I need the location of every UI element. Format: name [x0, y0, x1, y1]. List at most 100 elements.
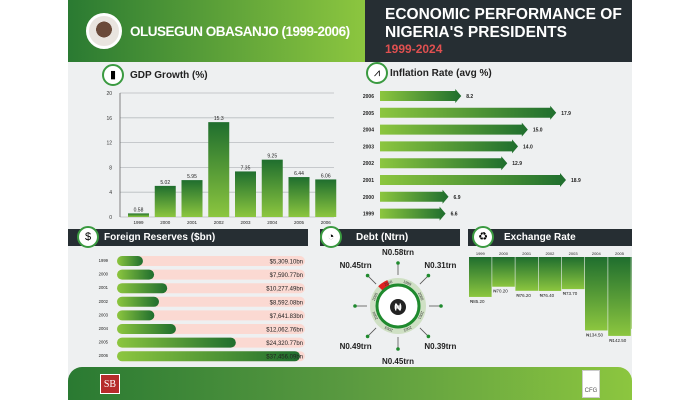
debt-value-label: N0.31trn	[424, 261, 456, 270]
exchange-data-label: ₦76.40	[540, 293, 555, 298]
reserves-bar	[117, 310, 155, 321]
debt-value-label: N0.45trn	[340, 261, 372, 270]
reserves-header: Foreign Reserves ($bn)	[68, 229, 308, 246]
gdp-xtick-label: 2006	[321, 220, 332, 225]
debt-dot	[426, 334, 431, 339]
reserves-data-label: $10,277.49bn	[266, 287, 303, 293]
exchange-header: Exchange Rate	[468, 229, 632, 246]
debt-spoke	[419, 275, 429, 285]
debt-dot	[439, 304, 443, 308]
inflation-data-label: 18.9	[571, 178, 581, 184]
gdp-bar	[128, 213, 149, 217]
reserves-year-label: 2006	[99, 353, 109, 358]
gdp-data-label: 5.95	[187, 174, 197, 180]
page-title: ECONOMIC PERFORMANCE OF NIGERIA'S PRESIDE…	[385, 6, 622, 41]
inflation-year-label: 2002	[363, 161, 374, 167]
exchange-data-label: ₦85.20	[470, 299, 485, 304]
reserves-bar	[117, 296, 159, 307]
debt-ring-year: 1999	[403, 280, 412, 287]
cfg-logo: CFG	[582, 370, 600, 398]
inflation-year-label: 2004	[363, 128, 374, 134]
reserves-data-label: $24,320.77bn	[266, 341, 303, 347]
exchange-bar	[492, 257, 515, 287]
exchange-data-label: ₦70.20	[493, 289, 508, 294]
gdp-xtick-label: 1999	[133, 220, 144, 225]
gdp-ytick-label: 4	[109, 190, 112, 196]
gdp-ytick-label: 16	[106, 116, 112, 122]
gdp-xtick-label: 2000	[160, 220, 171, 225]
gdp-ytick-label: 8	[109, 165, 112, 171]
inflation-bar	[380, 105, 557, 120]
inflation-data-label: 8.2	[466, 94, 473, 100]
avatar	[86, 13, 122, 49]
gdp-xtick-label: 2001	[187, 220, 198, 225]
reserves-data-label: $12,062.76bn	[266, 328, 303, 334]
gdp-bar	[235, 171, 256, 217]
exchange-data-label: ₦76.20	[516, 293, 531, 298]
debt-value-label: N0.58trn	[382, 248, 414, 257]
reserves-data-label: $8,592.08bn	[270, 300, 303, 306]
debt-dot	[365, 273, 370, 278]
inflation-bar	[380, 156, 508, 171]
inflation-year-label: 2005	[363, 111, 374, 117]
gdp-bar	[261, 159, 283, 217]
exchange-icon: ♻	[472, 226, 494, 248]
reserves-bar	[117, 351, 300, 362]
reserves-bar	[117, 283, 168, 294]
reserves-bar	[117, 256, 143, 266]
gdp-data-label: 7.35	[241, 165, 251, 171]
gdp-bar	[154, 185, 176, 217]
debt-spoke	[367, 275, 377, 285]
exchange-year-label: 2002	[545, 251, 555, 256]
gdp-bar	[181, 180, 203, 217]
reserves-track	[117, 256, 305, 266]
gdp-icon: ▮	[102, 64, 124, 86]
gdp-bar	[288, 177, 310, 217]
debt-dot	[426, 273, 431, 278]
gdp-xtick-label: 2003	[240, 220, 251, 225]
gdp-ytick-label: 12	[106, 141, 112, 147]
reserves-year-label: 2002	[99, 299, 109, 304]
debt-icon: ◔	[320, 226, 342, 248]
exchange-year-label: 2005	[615, 251, 625, 256]
reserves-data-label: $7,590.77bn	[270, 273, 303, 279]
gdp-data-label: 6.06	[321, 173, 331, 179]
exchange-year-label: 2004	[592, 251, 602, 256]
debt-dot	[396, 347, 400, 351]
gdp-data-label: 0.58	[134, 207, 144, 213]
gdp-data-label: 5.02	[160, 180, 170, 186]
president-name: OLUSEGUN OBASANJO (1999-2006)	[130, 24, 350, 39]
exchange-data-label: ₦142.50	[609, 338, 627, 343]
debt-ring-year: 2004	[372, 311, 379, 320]
inflation-data-label: 6.9	[454, 195, 461, 201]
reserves-data-label: $7,641.83bn	[270, 314, 303, 320]
exchange-year-label: 2000	[499, 251, 509, 256]
inflation-data-label: 15.0	[533, 128, 543, 134]
reserves-data-label: $37,456.09bn	[266, 355, 303, 361]
debt-dot	[396, 261, 400, 265]
exchange-bar	[561, 257, 585, 290]
inflation-year-label: 1999	[363, 212, 374, 218]
gdp-data-label: 9.25	[267, 154, 277, 160]
debt-spoke	[367, 327, 377, 337]
charts-canvas: 0 4 8 12 16 20 0.58 1999 5.02 2000 5.95 2001 15.3 200…	[99, 89, 632, 366]
debt-header: Debt (Ntrn)	[320, 229, 460, 246]
reserves-track	[117, 269, 305, 280]
debt-ring-year: 2006	[384, 280, 393, 287]
debt-value-label: N0.39trn	[424, 342, 456, 351]
debt-value-label: N0.49trn	[340, 342, 372, 351]
inflation-year-label: 2003	[363, 144, 374, 150]
president-header: OLUSEGUN OBASANJO (1999-2006)	[68, 0, 365, 62]
exchange-bar	[469, 257, 492, 297]
exchange-bar	[538, 257, 562, 291]
gdp-xtick-label: 2005	[294, 220, 305, 225]
reserves-bar	[117, 269, 155, 280]
inflation-bar	[380, 189, 449, 204]
sb-logo: SB	[100, 374, 120, 394]
exchange-year-label: 2003	[569, 251, 579, 256]
debt-ring-year: 2002	[403, 325, 412, 332]
gdp-data-label: 6.44	[294, 171, 304, 177]
exchange-data-label: ₦134.50	[586, 332, 604, 337]
exchange-data-label: ₦73.70	[563, 291, 578, 296]
inflation-bar	[380, 139, 519, 154]
